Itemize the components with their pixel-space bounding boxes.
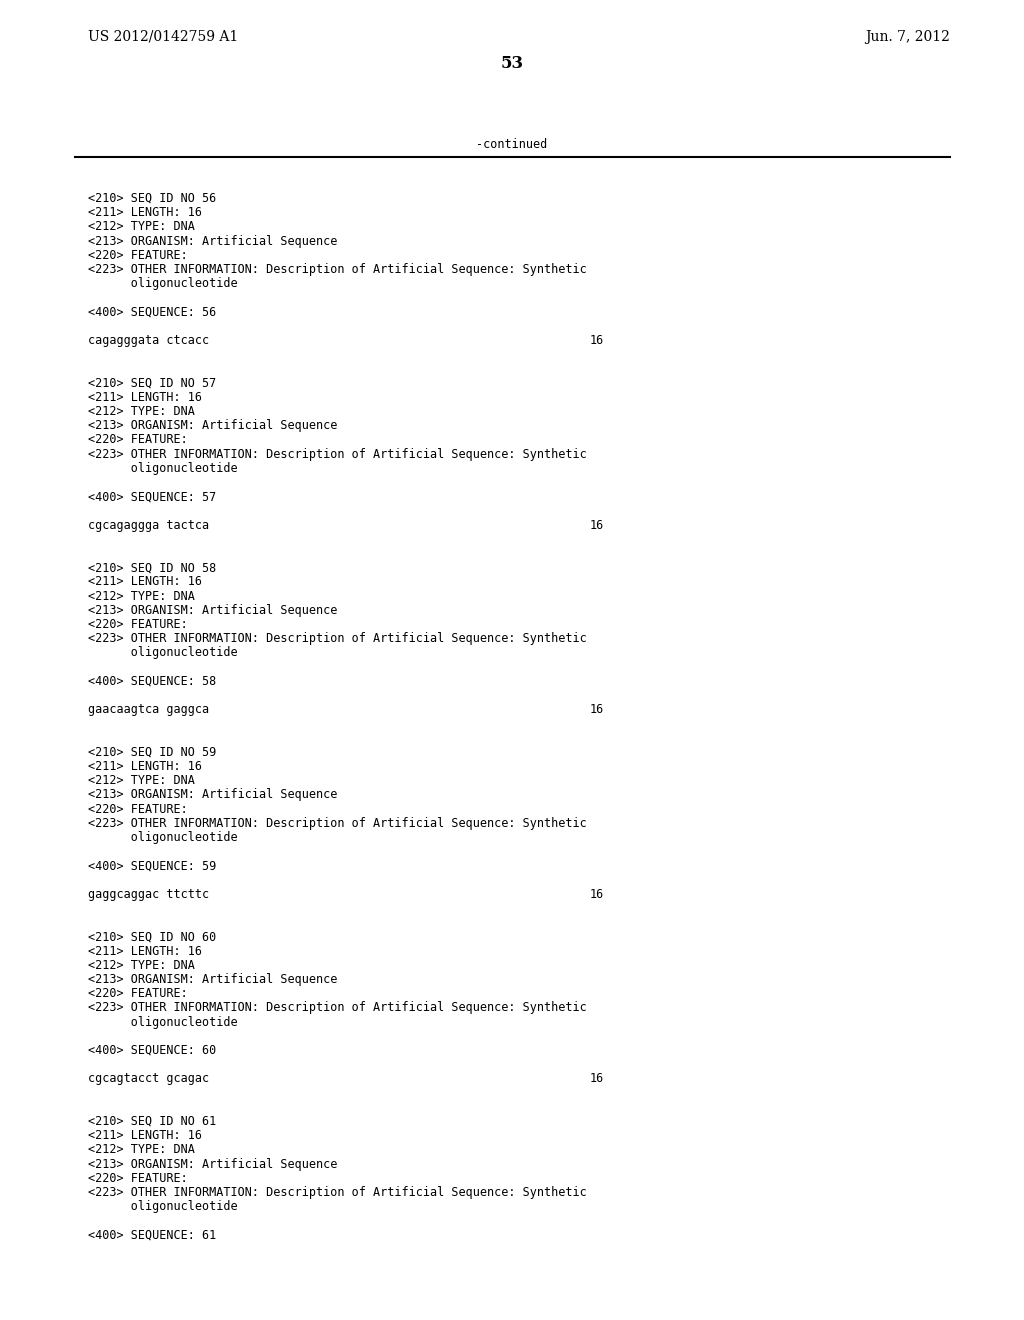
Text: <211> LENGTH: 16: <211> LENGTH: 16 [88, 1129, 202, 1142]
Text: <210> SEQ ID NO 56: <210> SEQ ID NO 56 [88, 191, 216, 205]
Text: <400> SEQUENCE: 61: <400> SEQUENCE: 61 [88, 1229, 216, 1242]
Text: <400> SEQUENCE: 57: <400> SEQUENCE: 57 [88, 490, 216, 503]
Text: cagagggata ctcacc: cagagggata ctcacc [88, 334, 209, 347]
Text: <400> SEQUENCE: 59: <400> SEQUENCE: 59 [88, 859, 216, 873]
Text: <223> OTHER INFORMATION: Description of Artificial Sequence: Synthetic: <223> OTHER INFORMATION: Description of … [88, 817, 587, 830]
Text: <211> LENGTH: 16: <211> LENGTH: 16 [88, 206, 202, 219]
Text: oligonucleotide: oligonucleotide [88, 1200, 238, 1213]
Text: 16: 16 [590, 334, 604, 347]
Text: <400> SEQUENCE: 56: <400> SEQUENCE: 56 [88, 306, 216, 318]
Text: oligonucleotide: oligonucleotide [88, 647, 238, 660]
Text: <212> TYPE: DNA: <212> TYPE: DNA [88, 958, 195, 972]
Text: <400> SEQUENCE: 58: <400> SEQUENCE: 58 [88, 675, 216, 688]
Text: <213> ORGANISM: Artificial Sequence: <213> ORGANISM: Artificial Sequence [88, 603, 337, 616]
Text: <213> ORGANISM: Artificial Sequence: <213> ORGANISM: Artificial Sequence [88, 420, 337, 432]
Text: <220> FEATURE:: <220> FEATURE: [88, 987, 187, 1001]
Text: <220> FEATURE:: <220> FEATURE: [88, 248, 187, 261]
Text: 16: 16 [590, 704, 604, 717]
Text: <213> ORGANISM: Artificial Sequence: <213> ORGANISM: Artificial Sequence [88, 1158, 337, 1171]
Text: <211> LENGTH: 16: <211> LENGTH: 16 [88, 576, 202, 589]
Text: <210> SEQ ID NO 57: <210> SEQ ID NO 57 [88, 376, 216, 389]
Text: <223> OTHER INFORMATION: Description of Artificial Sequence: Synthetic: <223> OTHER INFORMATION: Description of … [88, 1185, 587, 1199]
Text: <210> SEQ ID NO 60: <210> SEQ ID NO 60 [88, 931, 216, 944]
Text: oligonucleotide: oligonucleotide [88, 1015, 238, 1028]
Text: -continued: -continued [476, 139, 548, 150]
Text: <220> FEATURE:: <220> FEATURE: [88, 433, 187, 446]
Text: <212> TYPE: DNA: <212> TYPE: DNA [88, 405, 195, 418]
Text: <213> ORGANISM: Artificial Sequence: <213> ORGANISM: Artificial Sequence [88, 235, 337, 248]
Text: Jun. 7, 2012: Jun. 7, 2012 [865, 30, 950, 44]
Text: <223> OTHER INFORMATION: Description of Artificial Sequence: Synthetic: <223> OTHER INFORMATION: Description of … [88, 447, 587, 461]
Text: oligonucleotide: oligonucleotide [88, 277, 238, 290]
Text: <213> ORGANISM: Artificial Sequence: <213> ORGANISM: Artificial Sequence [88, 788, 337, 801]
Text: <212> TYPE: DNA: <212> TYPE: DNA [88, 590, 195, 603]
Text: <212> TYPE: DNA: <212> TYPE: DNA [88, 220, 195, 234]
Text: <223> OTHER INFORMATION: Description of Artificial Sequence: Synthetic: <223> OTHER INFORMATION: Description of … [88, 263, 587, 276]
Text: cgcagaggga tactca: cgcagaggga tactca [88, 519, 209, 532]
Text: US 2012/0142759 A1: US 2012/0142759 A1 [88, 30, 239, 44]
Text: <211> LENGTH: 16: <211> LENGTH: 16 [88, 760, 202, 774]
Text: 16: 16 [590, 888, 604, 900]
Text: <223> OTHER INFORMATION: Description of Artificial Sequence: Synthetic: <223> OTHER INFORMATION: Description of … [88, 632, 587, 645]
Text: <223> OTHER INFORMATION: Description of Artificial Sequence: Synthetic: <223> OTHER INFORMATION: Description of … [88, 1002, 587, 1014]
Text: <211> LENGTH: 16: <211> LENGTH: 16 [88, 945, 202, 957]
Text: <212> TYPE: DNA: <212> TYPE: DNA [88, 775, 195, 787]
Text: <210> SEQ ID NO 61: <210> SEQ ID NO 61 [88, 1115, 216, 1129]
Text: cgcagtacct gcagac: cgcagtacct gcagac [88, 1072, 209, 1085]
Text: <220> FEATURE:: <220> FEATURE: [88, 618, 187, 631]
Text: 16: 16 [590, 519, 604, 532]
Text: 53: 53 [501, 55, 523, 73]
Text: gaacaagtca gaggca: gaacaagtca gaggca [88, 704, 209, 717]
Text: oligonucleotide: oligonucleotide [88, 832, 238, 843]
Text: 16: 16 [590, 1072, 604, 1085]
Text: <210> SEQ ID NO 58: <210> SEQ ID NO 58 [88, 561, 216, 574]
Text: <220> FEATURE:: <220> FEATURE: [88, 803, 187, 816]
Text: <400> SEQUENCE: 60: <400> SEQUENCE: 60 [88, 1044, 216, 1057]
Text: <211> LENGTH: 16: <211> LENGTH: 16 [88, 391, 202, 404]
Text: <212> TYPE: DNA: <212> TYPE: DNA [88, 1143, 195, 1156]
Text: oligonucleotide: oligonucleotide [88, 462, 238, 475]
Text: <210> SEQ ID NO 59: <210> SEQ ID NO 59 [88, 746, 216, 759]
Text: <220> FEATURE:: <220> FEATURE: [88, 1172, 187, 1185]
Text: <213> ORGANISM: Artificial Sequence: <213> ORGANISM: Artificial Sequence [88, 973, 337, 986]
Text: gaggcaggac ttcttc: gaggcaggac ttcttc [88, 888, 209, 900]
